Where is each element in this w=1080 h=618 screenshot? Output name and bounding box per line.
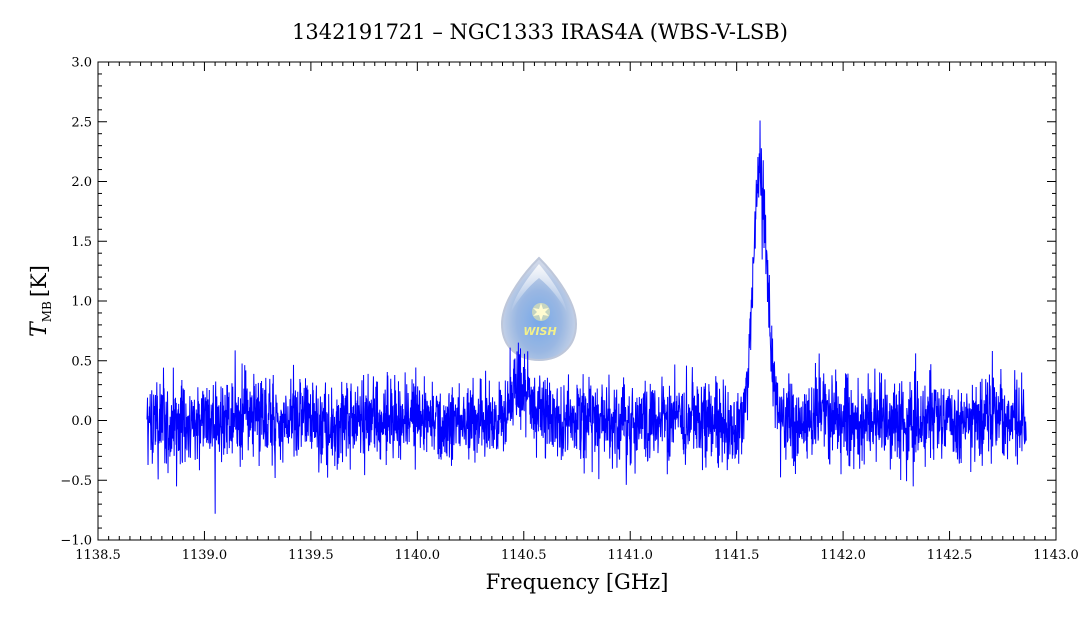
water-drop-star-icon: WISH (500, 256, 578, 362)
x-tick-label: 1140.5 (501, 548, 547, 563)
y-tick-label: 1.5 (71, 235, 92, 250)
y-axis-label-unit: [K] (27, 265, 51, 297)
logo-highlight (511, 264, 567, 313)
x-tick-label: 1142.0 (820, 548, 866, 563)
y-tick-label: 1.0 (71, 295, 92, 310)
y-axis-label-subscript: MB (40, 301, 54, 322)
y-axis-label-symbol: T (27, 320, 52, 337)
svg-text:TMB[K]: TMB [K] (27, 265, 54, 337)
y-tick-label: 0.5 (71, 354, 92, 369)
x-tick-label: 1142.5 (927, 548, 973, 563)
star-icon (533, 303, 549, 321)
axis-tick-labels: 1138.5 1139.0 1139.5 1140.0 1140.5 1141.0 1141… (60, 56, 1078, 564)
x-tick-label: 1140.0 (395, 548, 441, 563)
y-tick-label: 2.5 (71, 115, 92, 130)
x-tick-label: 1139.5 (288, 548, 334, 563)
axis-ticks (97, 61, 1057, 541)
y-tick-label: 2.0 (71, 175, 92, 190)
y-axis-label: TMB [K] (27, 265, 54, 337)
x-tick-label: 1139.0 (182, 548, 228, 563)
logo-text: WISH (523, 325, 556, 338)
y-tick-label: −1.0 (60, 534, 92, 549)
x-tick-label: 1138.5 (75, 548, 121, 563)
x-axis-label: Frequency [GHz] (486, 570, 669, 594)
y-tick-label: 0.0 (71, 414, 92, 429)
spectrum-series-line (146, 120, 1027, 514)
y-tick-label: 3.0 (71, 56, 92, 71)
x-tick-label: 1141.5 (714, 548, 760, 563)
chart-title: 1342191721 – NGC1333 IRAS4A (WBS-V-LSB) (292, 20, 788, 44)
x-tick-label: 1141.0 (607, 548, 653, 563)
y-tick-label: −0.5 (60, 474, 92, 489)
x-tick-label: 1143.0 (1033, 548, 1079, 563)
plot-frame (97, 61, 1057, 541)
